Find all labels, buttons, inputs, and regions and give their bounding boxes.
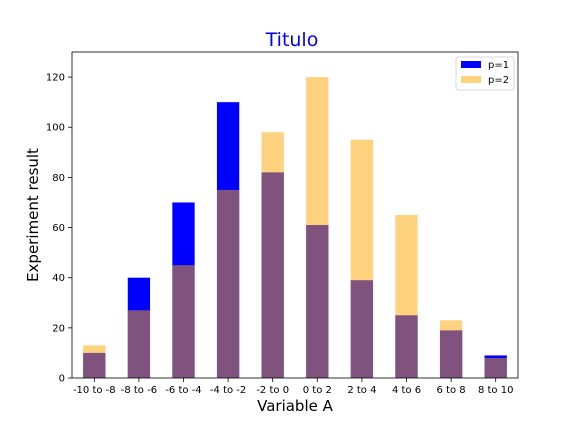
x-tick-label-9: 6 to 8 (437, 385, 466, 396)
x-tick-label-10: 8 to 10 (478, 385, 513, 396)
bar-series-2-1 (83, 345, 106, 378)
legend-label-1: p=1 (488, 60, 509, 71)
x-tick-label-6: 0 to 2 (303, 385, 332, 396)
x-axis: -10 to -8 -8 to -6 -6 to -4 -4 to -2 -2 to 0… (73, 378, 513, 396)
bar-series-2-3 (172, 265, 195, 378)
bar-series-2-2 (127, 310, 151, 378)
bar-series-2-9 (439, 320, 463, 378)
x-tick-label-7: 2 to 4 (347, 385, 376, 396)
x-tick-label-1: -10 to -8 (73, 385, 116, 396)
bar-series-2-4 (216, 189, 240, 378)
y-tick-label-3: 40 (52, 273, 65, 284)
legend-swatch-2 (461, 76, 481, 83)
legend: p=1p=2 (455, 56, 515, 91)
y-tick-label-4: 60 (52, 223, 65, 234)
legend-label-2: p=2 (488, 75, 509, 86)
y-tick-label-1: 0 (59, 374, 65, 385)
legend-swatch-1 (461, 61, 481, 68)
x-tick-label-5: -2 to 0 (256, 385, 289, 396)
plot-area-frame (71, 51, 519, 379)
y-axis: 0 20 40 60 80 100 120 (46, 73, 72, 385)
y-tick-label-7: 120 (46, 73, 65, 84)
x-tick-label-3: -6 to -4 (165, 385, 201, 396)
x-axis-title: Variable A (257, 397, 334, 415)
x-tick-label-4: -4 to -2 (210, 385, 246, 396)
y-tick-label-6: 100 (46, 123, 65, 134)
bar-series-2-10 (484, 357, 507, 378)
y-tick-label-5: 80 (52, 173, 65, 184)
y-tick-label-2: 20 (52, 323, 65, 334)
bar-series-2-5 (261, 132, 284, 378)
x-tick-label-8: 4 to 6 (392, 385, 421, 396)
chart-title: Titulo (265, 29, 319, 51)
x-tick-label-2: -8 to -6 (121, 385, 157, 396)
bars-group (83, 77, 507, 379)
bar-series-2-6 (306, 77, 329, 378)
bar-series-2-8 (395, 215, 418, 378)
y-axis-title: Experiment result (24, 148, 42, 282)
bar-series-2-7 (350, 139, 374, 378)
